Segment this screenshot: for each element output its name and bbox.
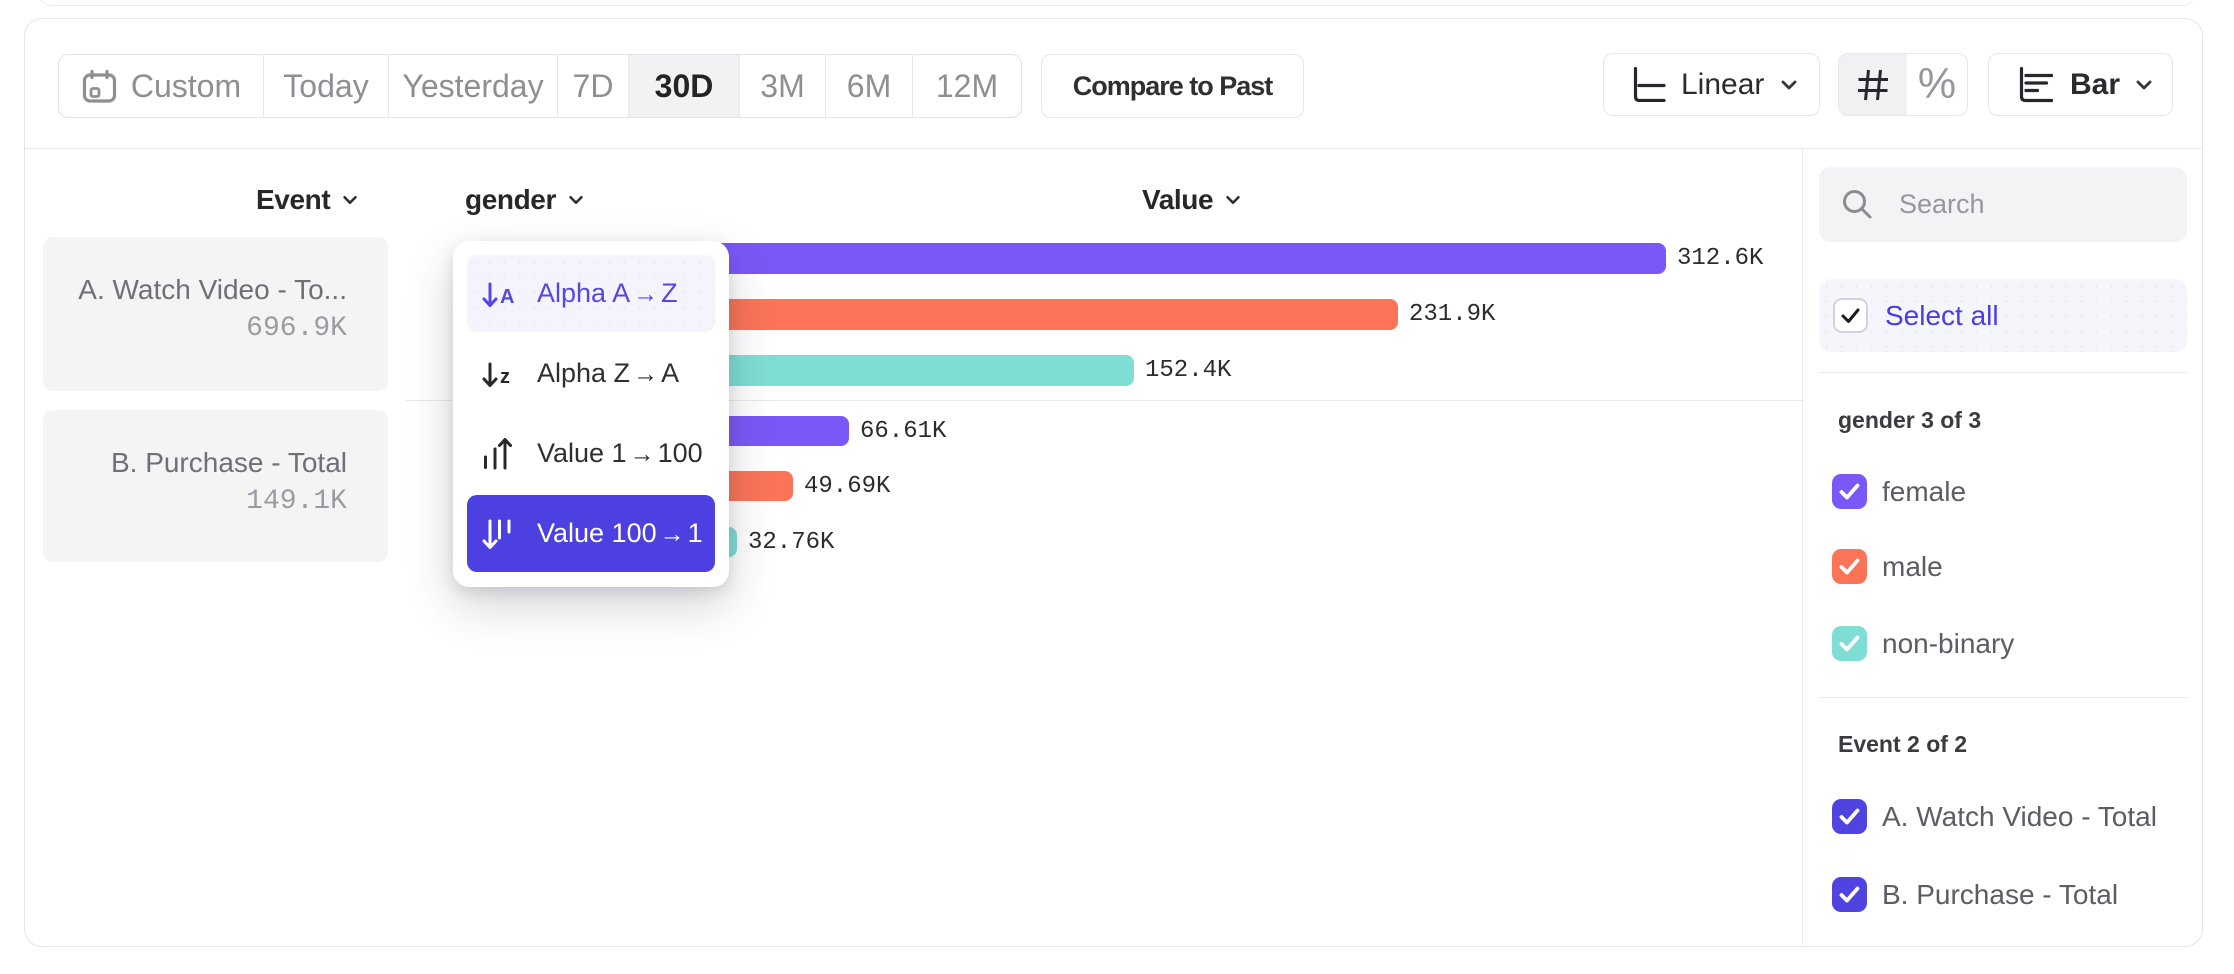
svg-text:A: A xyxy=(500,286,514,308)
svg-text:z: z xyxy=(500,366,510,388)
